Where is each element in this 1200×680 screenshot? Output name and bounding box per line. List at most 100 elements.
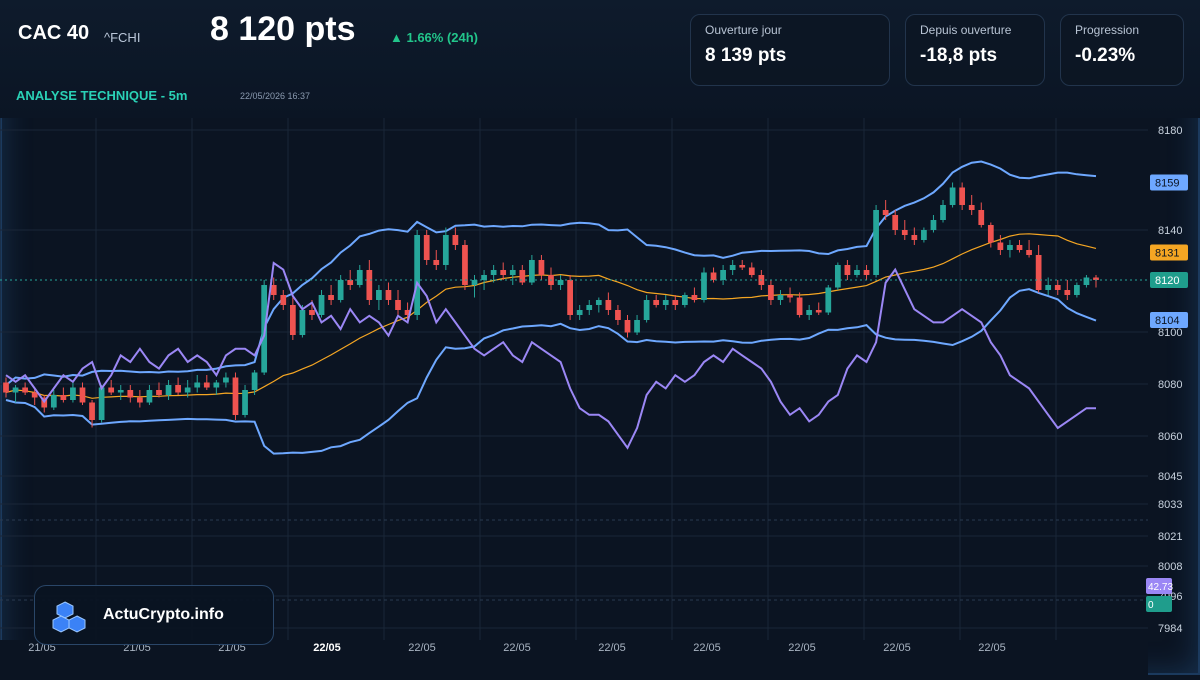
candle-body <box>98 387 105 420</box>
y-tick-label: 8180 <box>1158 125 1182 137</box>
candle-body <box>1026 250 1032 255</box>
candle-body <box>1016 245 1023 250</box>
candle-body <box>12 387 19 393</box>
candle-body <box>911 235 918 240</box>
candle-body <box>710 272 717 280</box>
candle-body <box>3 382 9 393</box>
candle-body <box>203 382 210 388</box>
candle-body <box>882 210 889 215</box>
candle-body <box>701 272 707 300</box>
candle-body <box>873 210 879 275</box>
bollinger-lower-line <box>5 288 1097 455</box>
candle-body <box>901 230 908 235</box>
brand-badge[interactable]: ActuCrypto.info <box>34 585 274 645</box>
candle-body <box>156 390 162 395</box>
x-tick-label: 22/05 <box>883 642 911 654</box>
candle-body <box>1093 277 1099 280</box>
candle-body <box>242 390 248 415</box>
candle-body <box>50 395 57 408</box>
candle-body <box>997 242 1004 250</box>
candle-body <box>605 300 612 310</box>
candle-body <box>79 387 86 403</box>
candle-body <box>768 285 774 300</box>
candle-body <box>863 270 870 275</box>
candle-body <box>739 265 746 268</box>
ticker-label: ^FCHI <box>104 30 141 45</box>
candle-body <box>691 295 698 300</box>
candle-body <box>854 270 860 275</box>
y-tick-label: 8080 <box>1158 379 1182 391</box>
x-tick-label: 22/05 <box>313 642 341 654</box>
candle-body <box>586 305 593 310</box>
candle-body <box>146 390 153 403</box>
candle-body <box>892 215 899 230</box>
x-tick-label: 22/05 <box>598 642 626 654</box>
candle-body <box>834 265 841 288</box>
candle-body <box>165 385 172 395</box>
candle-body <box>433 260 440 265</box>
rsi-tag-label: 0 <box>1148 600 1154 611</box>
price-tag-bg <box>1150 174 1188 191</box>
price-tag-label: 8131 <box>1155 248 1179 260</box>
chart-area[interactable]: 8180814081008080806080458033802180087996… <box>0 118 1200 675</box>
x-tick-label: 21/05 <box>218 642 246 654</box>
y-tick-label: 8060 <box>1158 431 1182 443</box>
stat-card-value: 8 139 pts <box>705 45 787 66</box>
candle-body <box>280 295 287 305</box>
price-tag-bg <box>1150 244 1188 261</box>
candle-body <box>328 295 334 300</box>
price-tag-label: 8104 <box>1155 315 1179 327</box>
rsi-tag-bg <box>1146 596 1172 612</box>
candle-body <box>442 235 449 265</box>
candle-body <box>672 300 679 305</box>
candle-body <box>414 235 421 315</box>
candle-body <box>299 310 306 335</box>
candle-body <box>1074 285 1080 295</box>
x-tick-label: 22/05 <box>503 642 531 654</box>
stat-card-label: Depuis ouverture <box>920 23 1012 37</box>
candlestick-chart[interactable]: 8180814081008080806080458033802180087996… <box>0 118 1200 675</box>
candle-body <box>720 270 726 280</box>
brand-name: ActuCrypto.info <box>103 606 224 623</box>
timestamp: 22/05/2026 16:37 <box>240 91 311 101</box>
candle-body <box>796 297 803 315</box>
stat-card-since-open: Depuis ouverture -18,8 pts <box>905 14 1045 86</box>
candle-body <box>940 205 946 220</box>
candle-body <box>347 280 354 285</box>
candle-body <box>959 187 966 205</box>
candle-body <box>356 270 363 285</box>
y-tick-label: 8100 <box>1158 327 1182 339</box>
candle-body <box>1064 290 1071 295</box>
candle-body <box>270 285 277 295</box>
candle-body <box>557 280 564 285</box>
candle-body <box>175 385 181 393</box>
price-change-24h: ▲ 1.66% (24h) <box>390 30 479 45</box>
candle-body <box>787 295 793 298</box>
candle-body <box>921 230 927 240</box>
candle-body <box>815 310 822 313</box>
x-tick-label: 22/05 <box>978 642 1006 654</box>
rsi-tag-bg <box>1146 578 1172 594</box>
candle-body <box>318 295 325 315</box>
candle-body <box>748 267 755 275</box>
candle-body <box>309 310 315 315</box>
candle-body <box>376 290 382 300</box>
stat-card-value: -0.23% <box>1075 45 1136 66</box>
candle-body <box>194 382 201 388</box>
candle-body <box>806 310 813 315</box>
candle-body <box>31 392 38 398</box>
candle-body <box>452 235 459 245</box>
candle-body <box>127 390 134 398</box>
candle-body <box>223 377 229 383</box>
candle-body <box>777 295 784 300</box>
candle-body <box>70 387 76 400</box>
analysis-title: ANALYSE TECHNIQUE - 5m <box>16 88 188 103</box>
stat-card-open: Ouverture jour 8 139 pts <box>690 14 890 86</box>
y-tick-label: 7984 <box>1158 623 1182 635</box>
candle-body <box>1007 245 1013 250</box>
candle-body <box>490 270 497 275</box>
candle-body <box>509 270 516 275</box>
candle-body <box>538 260 545 275</box>
moving-average-line <box>5 233 1097 399</box>
y-tick-label: 8045 <box>1158 471 1182 483</box>
